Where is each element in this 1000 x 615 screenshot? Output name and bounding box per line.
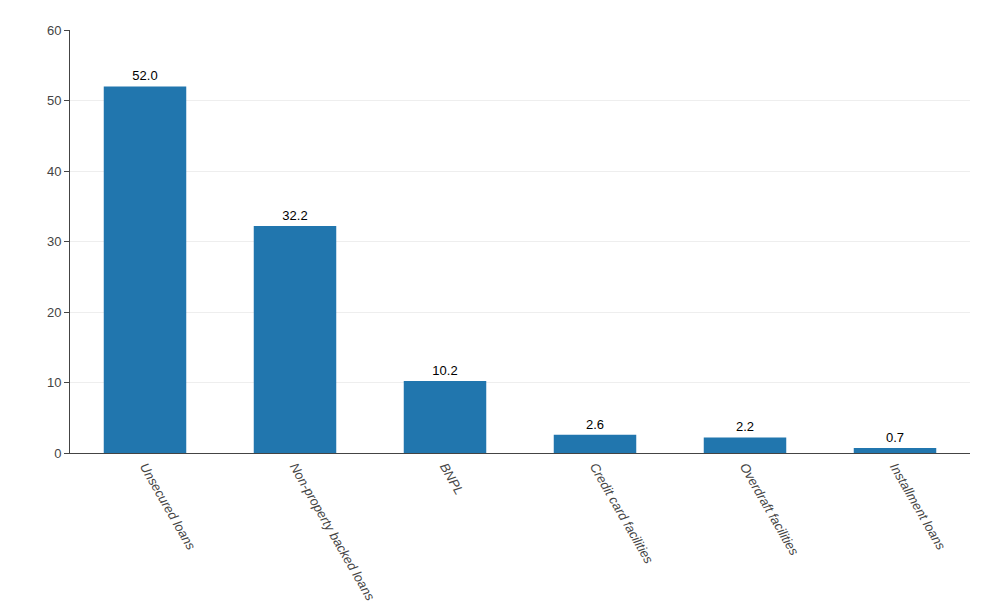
svg-text:40: 40 [47,164,61,179]
svg-text:2.2: 2.2 [736,419,754,434]
svg-text:20: 20 [47,305,61,320]
svg-text:Credit card facilities: Credit card facilities [587,460,657,566]
svg-text:2.6: 2.6 [586,417,604,432]
svg-text:BNPL: BNPL [437,460,467,497]
svg-text:0: 0 [54,446,61,461]
svg-text:50: 50 [47,93,61,108]
svg-text:60: 60 [47,23,61,38]
svg-text:30: 30 [47,234,61,249]
svg-text:Non-property backed loans: Non-property backed loans [287,460,378,603]
svg-text:10: 10 [47,375,61,390]
svg-text:0.7: 0.7 [886,430,904,445]
svg-text:Installment loans: Installment loans [887,460,949,552]
svg-text:Unsecured loans: Unsecured loans [137,460,199,552]
svg-text:52.0: 52.0 [132,68,157,83]
svg-text:10.2: 10.2 [432,363,457,378]
svg-text:Overdraft facilities: Overdraft facilities [737,460,802,558]
svg-text:32.2: 32.2 [282,208,307,223]
